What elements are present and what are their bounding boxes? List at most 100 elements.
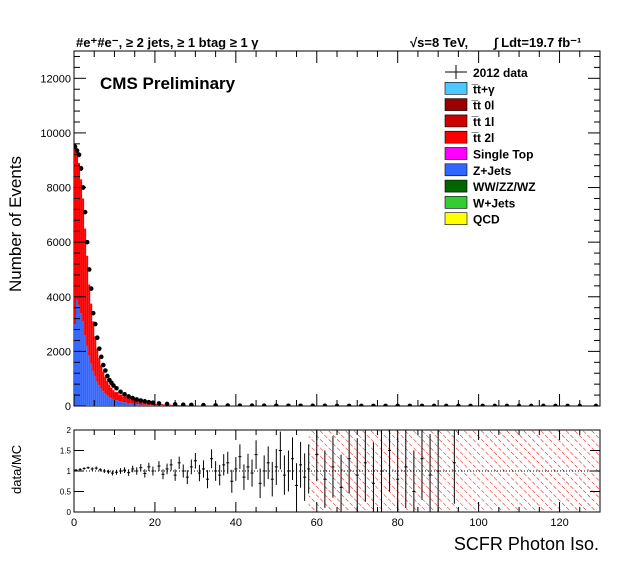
ratio-y-tick-label-4: 2 (67, 426, 72, 435)
data-point-31 (164, 401, 170, 406)
data-point-26 (138, 398, 144, 403)
y-tick-label-3: 6000 (47, 237, 71, 249)
bar-zjets-24 (130, 403, 135, 406)
legend-swatch-9 (444, 212, 468, 225)
bar-ttbar-2l-21 (118, 394, 123, 402)
data-point-52 (407, 403, 413, 406)
bar-zjets-9 (92, 370, 95, 406)
legend-entry-2: t̅t 0l (471, 99, 494, 113)
data-point-57 (468, 403, 473, 406)
bar-zjets-28 (146, 405, 151, 406)
x-axis-label: SCFR Photon Iso. (454, 534, 599, 554)
bar-zjets-26 (138, 404, 143, 406)
bar-zjets-18 (110, 398, 113, 406)
data-point-44 (310, 403, 316, 406)
ratio-axes: 00.511.520 20 40 60 80 100 120 (60, 426, 600, 529)
bar-ttbar-2l-4 (82, 198, 85, 322)
bar-ttbar-2l-2 (78, 162, 81, 305)
ratio-y-axis-label: data/MC (9, 445, 24, 494)
data-point-24 (130, 395, 135, 401)
bar-ttbar-2l-11 (96, 348, 99, 382)
data-point-37 (225, 403, 231, 406)
data-point-58 (480, 403, 485, 406)
x-tick-label-2: 40 (230, 517, 242, 529)
bar-ttbar-2l-17 (108, 384, 111, 397)
x-tick-label-4: 80 (392, 517, 404, 529)
data-point-63 (541, 403, 546, 406)
data-point-10 (92, 321, 98, 327)
legend-swatch-2 (444, 98, 468, 111)
data-point-35 (201, 402, 206, 406)
data-point-23 (126, 394, 131, 399)
bar-zjets-22 (122, 402, 127, 406)
legend-entry-9: QCD (473, 213, 500, 227)
bar-ttbar-2l-9 (92, 321, 95, 371)
ratio-y-tick-label-0: 0 (67, 508, 72, 517)
bar-ttbar-2l-3 (80, 179, 83, 314)
ratio-y-tick-label-3: 1.5 (60, 447, 72, 456)
data-point-1 (74, 148, 80, 153)
legend-swatch-5 (444, 147, 468, 160)
data-point-49 (371, 403, 376, 406)
bar-ttbar-2l-15 (104, 376, 107, 394)
bar-zjets-19 (112, 399, 115, 406)
bar-zjets-12 (98, 385, 101, 406)
bar-ttbar-2l-12 (98, 357, 101, 386)
bar-zjets-3 (80, 313, 83, 406)
x-tick-label-1: 20 (149, 517, 161, 529)
data-point-0 (74, 144, 78, 149)
bar-zjets-2 (78, 304, 81, 406)
bar-ttbar-2l-7 (88, 284, 91, 356)
bar-ttbar-2l-5 (84, 228, 87, 335)
bar-zjets-17 (108, 396, 111, 406)
data-point-3 (78, 166, 84, 171)
bar-ttbar-2l-13 (100, 365, 103, 389)
bar-zjets-25 (134, 404, 139, 406)
energy-label: √s=8 TeV, (410, 35, 468, 50)
bar-ttbar-2l-22 (122, 396, 127, 403)
legend-swatch-8 (444, 196, 468, 209)
ratio-plot-area (74, 430, 600, 512)
data-point-53 (419, 403, 425, 406)
bar-ttbar-2l-24 (130, 399, 135, 404)
bar-zjets-21 (118, 401, 123, 406)
legend: 2012 data t̅t+γ t̅t 0l t̅t 1l t̅t 2l Single T… (444, 65, 536, 227)
bar-ttbar-2l-18 (110, 387, 113, 399)
bar-zjets-5 (84, 335, 87, 406)
bar-ttbar-2l-19 (112, 390, 115, 400)
data-point-42 (286, 403, 291, 406)
data-point-20 (114, 385, 119, 391)
bar-ttbar-2l-1 (76, 152, 79, 300)
bar-zjets-8 (90, 363, 93, 406)
data-point-38 (237, 403, 243, 406)
data-point-60 (504, 403, 510, 406)
data-point-39 (249, 403, 255, 406)
data-point-67 (593, 403, 599, 406)
cms-label: CMS Preliminary (100, 74, 236, 93)
legend-entry-0: 2012 data (473, 66, 528, 80)
data-point-64 (553, 403, 558, 406)
legend-entry-6: Z+Jets (473, 164, 512, 178)
bar-zjets-11 (96, 381, 99, 406)
bar-ttbar-2l-25 (134, 400, 139, 405)
data-point-13 (99, 354, 104, 360)
y-axis-label: Number of Events (6, 156, 25, 292)
data-point-65 (565, 403, 570, 406)
legend-entry-4: t̅t 2l (471, 131, 494, 145)
data-point-14 (101, 362, 106, 368)
bar-ttbar-2l-16 (106, 381, 109, 396)
y-tick-label-4: 8000 (47, 183, 71, 195)
bar-ttbar-2l-8 (90, 303, 93, 364)
data-point-12 (96, 346, 102, 351)
bar-zjets-15 (104, 393, 107, 406)
main-plot-area (74, 143, 599, 406)
legend-entry-5: Single Top (473, 148, 533, 162)
bar-zjets-7 (88, 355, 91, 406)
data-point-30 (156, 401, 162, 406)
legend-swatch-3 (444, 114, 468, 128)
data-point-25 (134, 397, 140, 402)
bar-ttbar-2l-14 (102, 371, 105, 392)
data-point-40 (261, 403, 267, 406)
bar-zjets-0 (74, 324, 77, 406)
bar-zjets-1 (76, 299, 79, 406)
